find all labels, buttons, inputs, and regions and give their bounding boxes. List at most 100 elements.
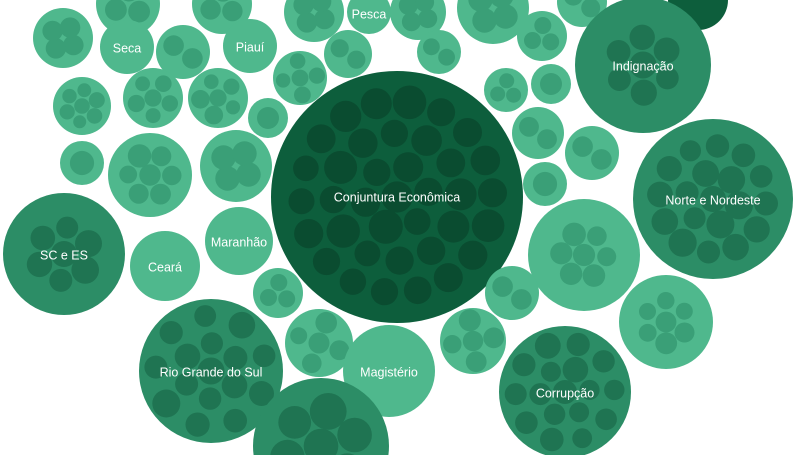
bubble-f1-inner-2 — [329, 340, 350, 361]
bubble-e1-inner-5 — [550, 242, 573, 265]
bubble-e4-inner-1 — [655, 311, 677, 333]
bubble-top-e-inner-3 — [468, 0, 493, 12]
bubble-conjuntura-economica-inner-11 — [354, 240, 381, 267]
bubble-d6-inner-3 — [211, 145, 236, 170]
bubble-conjuntura-economica-inner-3 — [368, 209, 403, 244]
bubble-rio-grande-do-sul-inner-15 — [252, 344, 276, 368]
bubble-b4-inner-2 — [423, 38, 440, 56]
bubble-e2-group — [485, 266, 539, 320]
bubble-sc-e-es-group — [3, 193, 125, 315]
bubble-c3-inner-3 — [204, 105, 224, 125]
bubble-conjuntura-economica-inner-14 — [324, 150, 358, 184]
bubble-c2-inner-6 — [161, 95, 178, 112]
bubble-top-e-inner-1 — [493, 4, 518, 29]
bubble-d2-group — [565, 126, 619, 180]
bubble-c3-inner-4 — [191, 90, 210, 109]
bubble-conjuntura-economica-inner-22 — [294, 219, 324, 249]
bubble-c7-inner-1 — [540, 73, 562, 95]
bubble-top-d-group — [390, 0, 446, 40]
bubble-rio-grande-do-sul-group — [139, 299, 283, 443]
bubble-g1-inner-4 — [309, 393, 347, 430]
bubble-sc-e-es-inner-4 — [56, 216, 79, 239]
bubble-g1-inner-5 — [337, 417, 372, 453]
bubble-conjuntura-economica-inner-23 — [288, 188, 315, 215]
bubble-sc-e-es-inner-3 — [30, 225, 56, 251]
bubble-d5-inner-3 — [150, 183, 171, 205]
bubble-d3-group — [523, 162, 567, 206]
bubble-c6-inner-3 — [499, 73, 515, 89]
bubble-magisterio — [343, 325, 435, 417]
bubble-corrupcao-inner-10 — [540, 427, 564, 452]
bubble-norte-e-nordeste-inner-10 — [656, 156, 682, 182]
bubble-d6-inner-4 — [232, 141, 257, 166]
bubble-conjuntura-economica-inner-26 — [330, 100, 362, 132]
bubble-e3-inner-3 — [270, 274, 288, 291]
bubble-c1-inner-5 — [88, 92, 105, 109]
bubble-c4-inner-4 — [308, 67, 325, 84]
bubble-c4-inner-2 — [275, 73, 291, 88]
bubble-corrupcao-inner-1 — [553, 380, 577, 404]
bubble-corrupcao-inner-13 — [512, 353, 536, 377]
bubble-c5-group — [248, 98, 288, 138]
bubble-norte-e-nordeste-inner-9 — [647, 181, 673, 208]
bubble-maranhao-group — [205, 207, 273, 275]
bubble-norte-e-nordeste-group — [633, 119, 793, 279]
bubble-c2-group — [123, 68, 183, 128]
bubble-c1-inner-7 — [73, 115, 87, 129]
bubble-norte-e-nordeste-inner-2 — [683, 207, 706, 230]
bubble-d1-inner-2 — [519, 116, 539, 137]
bubble-sc-e-es-inner-1 — [51, 241, 77, 267]
bubble-top-c-inner-3 — [293, 0, 314, 16]
bubble-ceara-group — [130, 231, 200, 301]
bubble-top-left-a-inner-1 — [63, 34, 84, 56]
bubble-top-left-a — [33, 8, 93, 68]
bubble-e3-inner-1 — [278, 290, 296, 308]
bubble-sc-e-es-inner-2 — [26, 251, 53, 278]
bubble-label-norte-e-nordeste: Norte e Nordeste — [665, 193, 760, 207]
bubble-d3-inner-1 — [532, 171, 558, 197]
bubble-c6-inner-2 — [490, 86, 506, 102]
bubble-top-b-inner-3 — [217, 0, 229, 2]
bubble-conjuntura-economica-inner-20 — [339, 268, 367, 295]
bubble-piaui-group — [223, 19, 277, 73]
bubble-label-rio-grande-do-sul: Rio Grande do Sul — [160, 365, 263, 379]
bubble-label-magisterio: Magistério — [360, 365, 418, 379]
bubble-norte-e-nordeste-inner-19 — [668, 228, 697, 257]
bubble-piaui — [223, 19, 277, 73]
bubble-conjuntura-economica-inner-21 — [312, 247, 341, 276]
bubble-g1-group — [253, 378, 389, 455]
bubble-sc-e-es-inner-5 — [75, 230, 102, 258]
bubble-b2-group — [156, 25, 210, 79]
bubble-ceara — [130, 231, 200, 301]
bubble-conjuntura-economica-inner-6 — [393, 152, 424, 183]
bubble-norte-e-nordeste-inner-7 — [706, 210, 735, 239]
bubble-indignacao-inner-1 — [629, 51, 657, 79]
bubble-b2-inner-1 — [182, 48, 203, 69]
bubble-f1-inner-5 — [315, 311, 338, 334]
bubble-f1-group — [285, 309, 353, 377]
bubble-e1-inner-7 — [587, 226, 607, 246]
bubble-conjuntura-economica-inner-2 — [403, 208, 431, 235]
bubble-c3-inner-6 — [223, 78, 240, 95]
bubble-top-c-inner-1 — [314, 8, 335, 30]
bubble-label-indignacao: Indignação — [612, 59, 673, 73]
bubble-corrupcao-inner-11 — [515, 411, 538, 435]
bubble-pesca — [347, 0, 391, 34]
bubble-rio-grande-do-sul-inner-8 — [223, 408, 247, 433]
bubble-e1-inner-2 — [597, 247, 617, 267]
bubble-norte-e-nordeste-inner-4 — [692, 160, 719, 187]
bubble-conjuntura-economica-inner-28 — [392, 85, 427, 120]
bubble-c1-inner-6 — [86, 108, 103, 124]
bubble-c7-group — [531, 64, 571, 104]
bubble-b5-inner-3 — [534, 17, 552, 34]
bubble-b4 — [417, 30, 461, 74]
bubble-norte-e-nordeste-inner-5 — [717, 166, 746, 194]
bubble-corrupcao-inner-9 — [572, 428, 593, 449]
bubble-f2-group — [440, 308, 506, 374]
bubble-d5-group — [108, 133, 192, 217]
bubble-f2-inner-3 — [443, 335, 462, 354]
bubble-top-e-inner-2 — [472, 8, 497, 33]
bubble-c6-group — [484, 68, 528, 112]
bubble-conjuntura-economica-inner-15 — [348, 128, 378, 158]
